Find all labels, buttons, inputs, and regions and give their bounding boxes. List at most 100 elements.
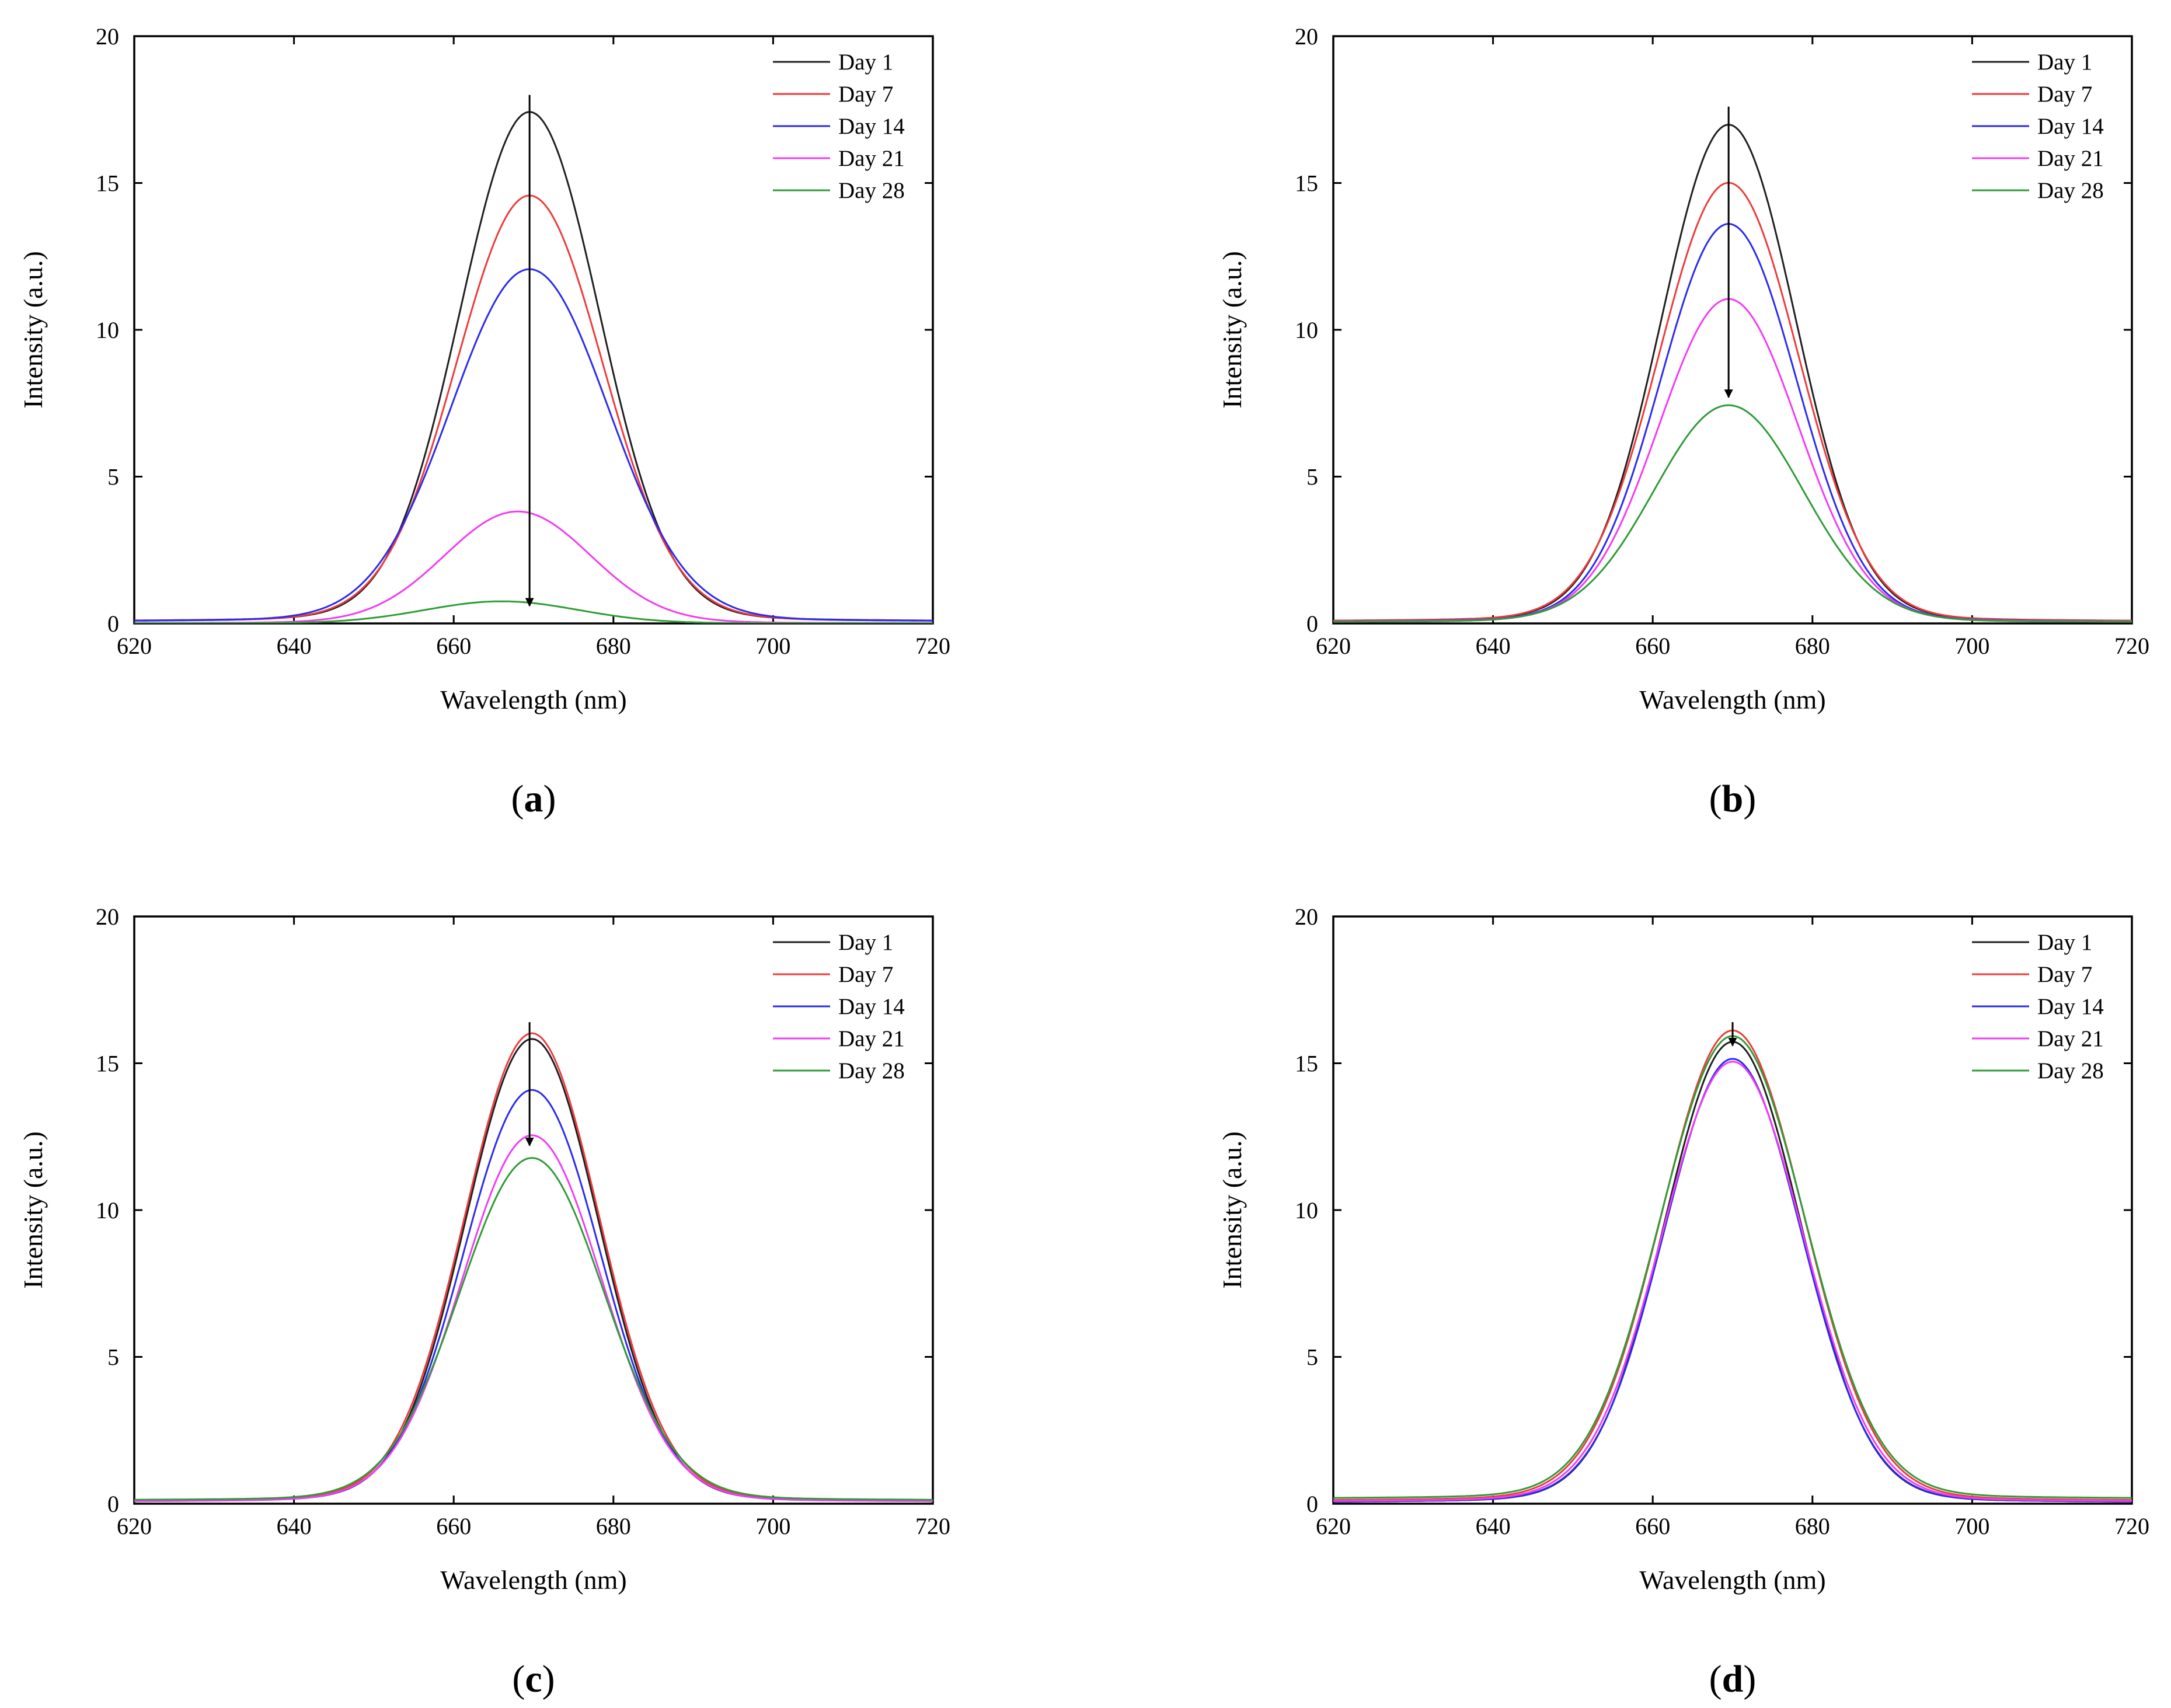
x-tick-label: 680 xyxy=(596,633,631,659)
x-tick-label: 680 xyxy=(1795,1513,1830,1539)
chart-svg-c: 620 640 660 680 700 720 0 5 10 15 20 Wavelength (nm… xyxy=(18,904,950,1700)
series-line-day-14 xyxy=(1333,223,2132,623)
legend-label: Day 7 xyxy=(2037,962,2092,987)
series-group xyxy=(134,1032,933,1503)
legend-label: Day 21 xyxy=(2037,1026,2104,1051)
y-axis-title: Intensity (a.u.) xyxy=(18,1131,48,1289)
x-axis-title: Wavelength (nm) xyxy=(1639,1565,1825,1595)
x-tick-label: 680 xyxy=(1795,633,1830,659)
plot-frame xyxy=(133,915,934,1505)
caption-letter: b xyxy=(1722,778,1744,820)
chart-panel-b: 620 640 660 680 700 720 0 5 10 15 20 Wavelength (nm… xyxy=(1199,0,2171,828)
series-line-day-1 xyxy=(134,111,933,622)
y-tick-label: 10 xyxy=(1295,317,1318,343)
series-line-day-28 xyxy=(1333,1035,2132,1499)
legend-label: Day 14 xyxy=(838,114,905,139)
y-tick-label: 20 xyxy=(1295,23,1318,50)
x-tick-label: 680 xyxy=(596,1513,631,1539)
x-tick-label: 640 xyxy=(277,633,312,659)
y-tick-label: 5 xyxy=(107,464,119,490)
panel-caption: (a) xyxy=(511,778,556,820)
legend-label: Day 1 xyxy=(2037,930,2092,955)
chart-panel-a: 620 640 660 680 700 720 0 5 10 15 20 Wavelength (nm… xyxy=(0,0,972,828)
legend-label: Day 14 xyxy=(2037,114,2104,139)
y-tick-label: 15 xyxy=(96,1051,119,1077)
legend-label: Day 21 xyxy=(838,146,905,171)
y-tick-label: 15 xyxy=(1295,170,1318,197)
x-tick-label: 720 xyxy=(2114,1513,2149,1539)
caption-close: ) xyxy=(543,778,556,820)
chart-svg-a: 620 640 660 680 700 720 0 5 10 15 20 Wavelength (nm… xyxy=(18,23,950,820)
y-tick-label: 10 xyxy=(1295,1197,1318,1224)
y-axis-title: Intensity (a.u.) xyxy=(1217,1131,1247,1289)
y-tick-label: 0 xyxy=(107,611,119,637)
series-line-day-21 xyxy=(1333,298,2132,623)
x-tick-label: 660 xyxy=(436,633,471,659)
legend-label: Day 21 xyxy=(2037,146,2104,171)
series-group xyxy=(1333,124,2132,623)
caption-letter: c xyxy=(525,1658,542,1700)
legend-label: Day 1 xyxy=(2037,50,2092,75)
x-tick-label: 640 xyxy=(1476,1513,1511,1539)
y-tick-label: 20 xyxy=(96,904,119,930)
plot-frame xyxy=(133,35,934,625)
series-line-day-7 xyxy=(1333,182,2132,622)
plot-frame xyxy=(1332,35,2133,625)
y-tick-label: 20 xyxy=(1295,904,1318,930)
caption-close: ) xyxy=(1743,778,1756,820)
x-tick-label: 640 xyxy=(277,1513,312,1539)
x-tick-label: 720 xyxy=(2114,633,2149,659)
legend-label: Day 28 xyxy=(838,178,905,203)
series-line-day-21 xyxy=(1333,1061,2132,1502)
series-line-day-21 xyxy=(134,1134,933,1503)
series-line-day-14 xyxy=(1333,1058,2132,1503)
legend-label: Day 7 xyxy=(838,82,893,107)
caption-open: ( xyxy=(511,778,524,820)
legend-label: Day 1 xyxy=(838,930,893,955)
series-line-day-7 xyxy=(134,194,933,622)
y-tick-label: 0 xyxy=(1306,1491,1318,1517)
x-tick-label: 620 xyxy=(117,633,152,659)
x-axis-title: Wavelength (nm) xyxy=(1639,685,1825,714)
series-line-day-7 xyxy=(134,1032,933,1501)
x-tick-label: 720 xyxy=(915,633,950,659)
x-tick-label: 660 xyxy=(1635,633,1670,659)
y-tick-label: 0 xyxy=(1306,611,1318,637)
legend-label: Day 14 xyxy=(838,994,905,1019)
chart-panel-d: 620 640 660 680 700 720 0 5 10 15 20 Wavelength (nm… xyxy=(1199,880,2171,1708)
caption-letter: a xyxy=(524,778,543,820)
series-group xyxy=(134,111,933,623)
legend-label: Day 28 xyxy=(838,1058,905,1083)
x-tick-label: 640 xyxy=(1476,633,1511,659)
legend-label: Day 14 xyxy=(2037,994,2104,1019)
chart-panel-c: 620 640 660 680 700 720 0 5 10 15 20 Wavelength (nm… xyxy=(0,880,972,1708)
y-tick-label: 5 xyxy=(1306,464,1318,490)
series-line-day-28 xyxy=(134,1157,933,1501)
series-line-day-21 xyxy=(134,510,933,623)
x-tick-label: 720 xyxy=(915,1513,950,1539)
x-tick-label: 660 xyxy=(436,1513,471,1539)
legend-label: Day 7 xyxy=(838,962,893,987)
y-tick-label: 15 xyxy=(1295,1051,1318,1077)
y-tick-label: 15 xyxy=(96,170,119,197)
legend-label: Day 7 xyxy=(2037,82,2092,107)
caption-open: ( xyxy=(1709,778,1722,820)
y-axis-title: Intensity (a.u.) xyxy=(18,251,48,409)
caption-close: ) xyxy=(1743,1658,1756,1700)
y-tick-label: 10 xyxy=(96,317,119,343)
caption-open: ( xyxy=(1709,1658,1722,1700)
legend-label: Day 21 xyxy=(838,1026,905,1051)
y-tick-label: 0 xyxy=(107,1491,119,1517)
series-line-day-14 xyxy=(134,1089,933,1503)
series-line-day-28 xyxy=(1333,404,2132,623)
plot-frame xyxy=(1332,915,2133,1505)
y-axis-title: Intensity (a.u.) xyxy=(1217,251,1247,409)
x-axis-title: Wavelength (nm) xyxy=(440,685,626,714)
x-tick-label: 620 xyxy=(117,1513,152,1539)
chart-svg-d: 620 640 660 680 700 720 0 5 10 15 20 Wavelength (nm… xyxy=(1217,904,2149,1700)
x-tick-label: 700 xyxy=(1954,633,1989,659)
legend-label: Day 1 xyxy=(838,50,893,75)
y-tick-label: 10 xyxy=(96,1197,119,1224)
legend-label: Day 28 xyxy=(2037,178,2104,203)
caption-letter: d xyxy=(1722,1658,1744,1700)
